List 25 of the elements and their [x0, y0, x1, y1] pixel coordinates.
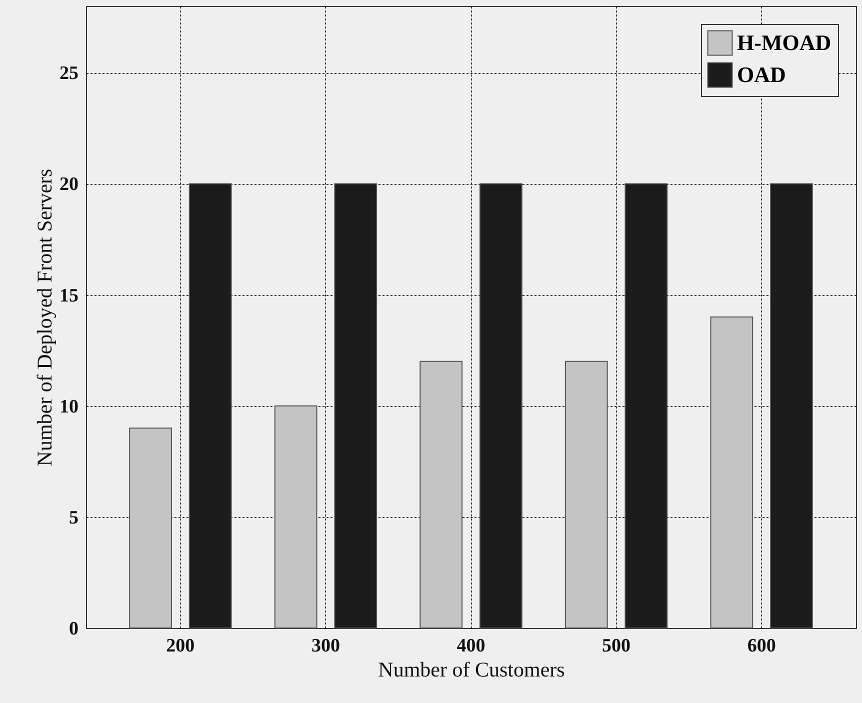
- y-tick-label: 15: [60, 285, 78, 306]
- bar: [274, 405, 318, 628]
- y-tick-label: 5: [69, 507, 78, 528]
- bar: [129, 428, 172, 628]
- bar: [334, 183, 378, 628]
- bar: [564, 360, 608, 628]
- bar: [770, 183, 813, 628]
- x-tick-label: 300: [311, 636, 340, 656]
- y-tick-label: 10: [60, 396, 78, 418]
- x-axis-title: Number of Customers: [378, 658, 565, 682]
- bar: [188, 183, 232, 628]
- y-axis-title: Number of Deployed Front Servers: [32, 168, 56, 466]
- bar: [420, 360, 463, 628]
- y-tick-label: 20: [60, 174, 78, 196]
- bar: [624, 183, 668, 628]
- x-tick-label: 400: [456, 636, 486, 656]
- legend-label: H-MOAD: [737, 30, 832, 55]
- bar: [479, 183, 522, 628]
- y-tick-label: 25: [60, 63, 78, 84]
- y-tick-label: 0: [69, 618, 78, 640]
- legend-label: OAD: [737, 62, 786, 87]
- x-tick-label: 500: [602, 636, 631, 656]
- x-tick-label: 200: [166, 636, 195, 656]
- bar: [710, 316, 754, 628]
- x-tick-label: 600: [747, 636, 776, 656]
